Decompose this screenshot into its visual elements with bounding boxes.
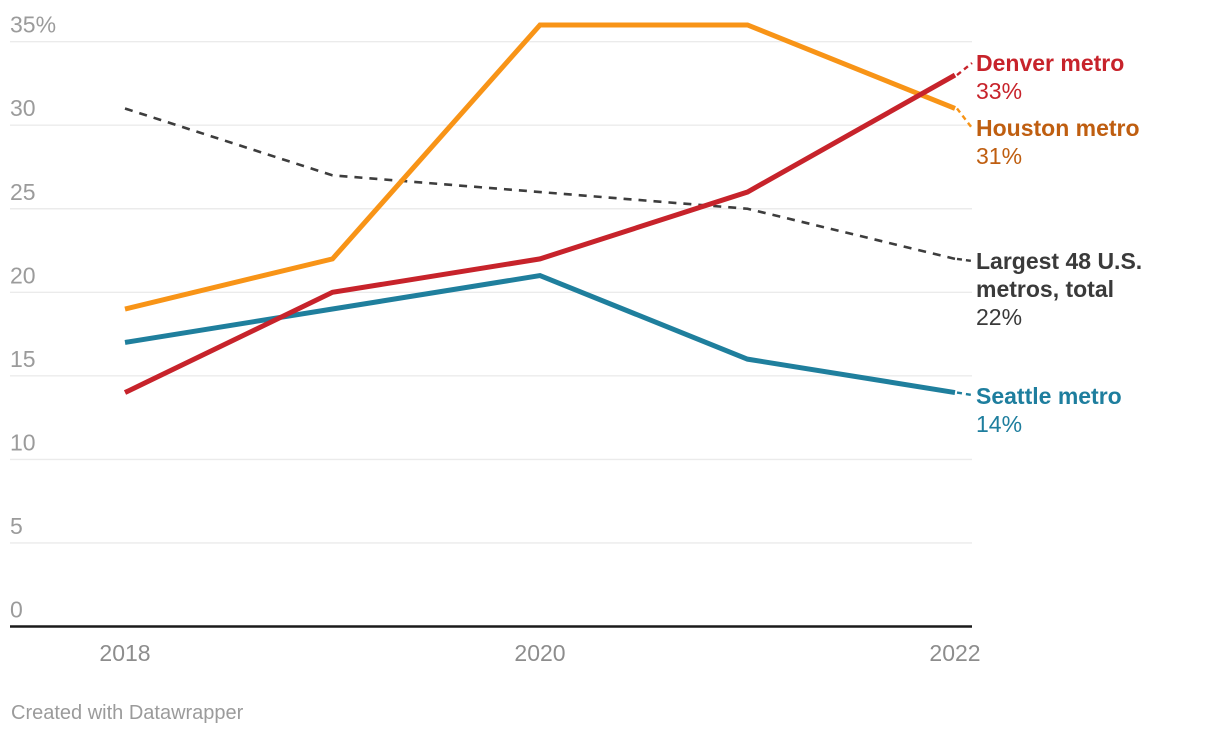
label-connector-seattle	[956, 391, 973, 397]
y-tick-label: 0	[10, 597, 23, 623]
series-label-block-houston: Houston metro 31%	[976, 114, 1172, 170]
x-tick-label: 2020	[514, 640, 565, 666]
series-line-seattle	[124, 273, 956, 396]
y-tick-label: 5	[10, 513, 23, 539]
label-connector-largest48	[956, 257, 973, 263]
series-label-block-largest48: Largest 48 U.S. metros, total 22%	[976, 247, 1172, 331]
label-connector-denver	[956, 62, 973, 77]
x-tick-label: 2018	[99, 640, 150, 666]
label-connector-houston	[956, 107, 973, 129]
y-tick-label: 30	[10, 95, 36, 121]
series-value-largest48: 22%	[976, 304, 1023, 330]
x-tick-label: 2022	[929, 640, 980, 666]
series-label-seattle: Seattle metro	[976, 383, 1122, 409]
y-tick-label: 25	[10, 179, 36, 205]
series-value-seattle: 14%	[976, 411, 1023, 437]
series-label-block-seattle: Seattle metro 14%	[976, 382, 1172, 438]
series-line-denver	[123, 72, 957, 395]
series-value-houston: 31%	[976, 143, 1023, 169]
y-tick-label: 20	[10, 262, 36, 288]
y-tick-label: 35%	[10, 12, 56, 38]
series-line-houston	[124, 22, 956, 312]
series-line-largest48	[124, 107, 956, 261]
series-label-houston: Houston metro	[976, 115, 1140, 141]
y-tick-label: 15	[10, 346, 36, 372]
series-label-block-denver: Denver metro 33%	[976, 49, 1172, 105]
datawrapper-credit: Created with Datawrapper	[11, 702, 244, 724]
series-value-denver: 33%	[976, 78, 1023, 104]
y-tick-label: 10	[10, 429, 36, 455]
series-label-largest48: Largest 48 U.S. metros, total	[976, 248, 1143, 302]
series-label-denver: Denver metro	[976, 50, 1125, 76]
